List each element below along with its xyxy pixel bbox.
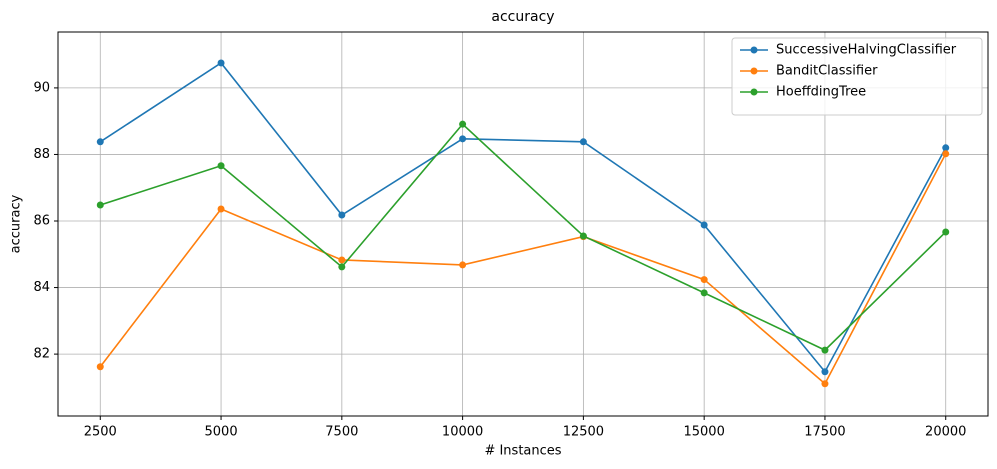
data-point <box>700 221 708 229</box>
x-tick-label: 10000 <box>442 425 483 440</box>
data-point <box>217 59 225 67</box>
data-point <box>459 135 467 143</box>
data-point <box>700 276 708 284</box>
data-point <box>217 205 225 213</box>
x-tick-label: 12500 <box>563 425 604 440</box>
legend-label: HoeffdingTree <box>776 85 866 100</box>
data-point <box>579 232 587 240</box>
legend-label: BanditClassifier <box>776 64 878 79</box>
legend-marker <box>750 46 758 54</box>
data-point <box>338 256 346 264</box>
data-point <box>459 120 467 128</box>
y-tick-label: 86 <box>33 214 50 229</box>
series-line <box>100 123 947 352</box>
data-point <box>942 150 950 158</box>
legend-label: SuccessiveHalvingClassifier <box>776 43 957 58</box>
legend-marker <box>750 67 758 75</box>
data-point <box>821 368 829 376</box>
series-line <box>99 153 947 385</box>
y-tick-label: 88 <box>33 147 50 162</box>
chart-title: accuracy <box>491 9 554 25</box>
series-line <box>99 61 947 374</box>
plot-frame <box>57 31 989 417</box>
x-tick-label: 7500 <box>325 425 358 440</box>
data-point <box>96 138 104 146</box>
legend-box <box>731 37 983 116</box>
y-axis-label: accuracy <box>9 194 24 253</box>
data-point <box>821 380 829 388</box>
y-tick-label: 82 <box>33 347 50 362</box>
data-point <box>217 162 225 170</box>
legend: SuccessiveHalvingClassifier BanditClassif… <box>731 37 983 116</box>
x-tick-label: 15000 <box>683 425 724 440</box>
data-point <box>700 289 708 297</box>
data-point <box>338 263 346 271</box>
x-tick-label: 2500 <box>84 425 117 440</box>
y-tick-label: 90 <box>33 80 50 95</box>
x-axis-label: # Instances <box>484 444 561 459</box>
data-point <box>579 138 587 146</box>
data-point <box>821 346 829 354</box>
y-tick-label: 84 <box>33 280 50 295</box>
data-point <box>459 261 467 269</box>
data-point <box>942 144 950 152</box>
data-point <box>96 363 104 371</box>
legend-marker <box>750 88 758 96</box>
x-tick-label: 20000 <box>925 425 966 440</box>
data-point <box>96 201 104 209</box>
x-tick-label: 5000 <box>205 425 238 440</box>
data-point <box>942 228 950 236</box>
x-tick-label: 17500 <box>804 425 845 440</box>
data-point <box>338 211 346 219</box>
